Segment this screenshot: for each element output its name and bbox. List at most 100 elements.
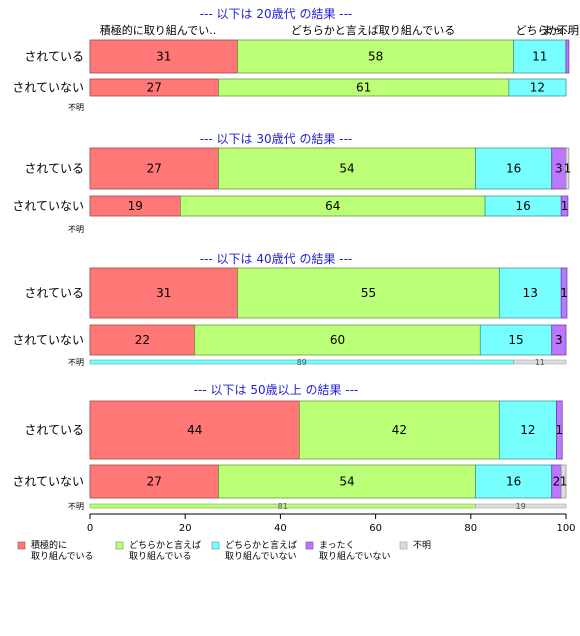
bar-segment [560,267,568,319]
row-label: されていない [12,81,84,95]
bar-segment [89,39,238,74]
category-label: どちらか.. [516,24,567,37]
data-label: 16 [506,162,521,176]
data-label: 3 [555,162,563,176]
x-tick-label: 0 [87,523,93,534]
legend-swatch [17,541,26,550]
data-label: 58 [368,50,383,64]
bar-segment [89,400,300,460]
group-title: --- 以下は 50歳以上 の結果 --- [194,383,359,397]
category-label: まっ.. [542,24,571,37]
data-label: 22 [135,333,150,347]
data-label: 64 [325,199,340,213]
group-title: --- 以下は 20歳代 の結果 --- [200,7,353,21]
data-label: 1 [561,199,569,213]
bar-segment [513,39,567,74]
data-label: 11 [532,50,547,64]
data-label: 1 [556,423,564,437]
bar-segment [89,267,238,319]
data-label: 27 [147,81,162,95]
data-label: 15 [508,333,523,347]
x-tick-label: 40 [274,523,287,534]
bar-segment-unknown [513,359,567,365]
bar-segment [218,464,476,499]
row-label: されている [24,423,84,437]
data-label-unknown: 19 [516,502,526,511]
data-label: 31 [156,286,171,300]
data-label: 61 [356,81,371,95]
legend-label: 取り組んでいない [225,550,297,562]
row-label-unknown: 不明 [68,225,84,234]
bar-segment [560,195,569,217]
x-tick-label: 60 [369,523,382,534]
legend-label: 積極的に [31,539,67,551]
bar-segment [498,400,557,460]
bar-segment [508,78,567,97]
data-label-unknown: 89 [297,358,307,367]
bar-segment [498,267,562,319]
bar-segment-unknown [475,503,567,509]
data-label: 1 [560,286,568,300]
data-label: 27 [147,475,162,489]
bar-segment [89,324,196,356]
data-label: 54 [339,475,354,489]
group-title: --- 以下は 30歳代 の結果 --- [200,132,353,146]
x-tick-label: 20 [179,523,192,534]
bar-segment [89,464,219,499]
bar-segment [299,400,500,460]
bar-segment [194,324,481,356]
bar-segment [560,464,567,499]
legend-label: まったく [319,540,355,551]
legend-label: どちらかと言えば [129,539,201,551]
legend-label: 取り組んでいない [319,550,391,562]
legend-swatch [305,541,314,550]
category-label: どちらかと言えば取り組んでいる [291,24,455,37]
bar-segment [475,147,553,190]
bar-segment [565,39,570,74]
x-tick-label: 80 [464,523,477,534]
data-label: 16 [516,199,531,213]
category-label: 不明 [557,24,579,37]
row-label: されている [24,50,84,64]
row-label-unknown: 不明 [68,103,84,112]
data-label: 42 [392,423,407,437]
data-label: 12 [520,423,535,437]
legend-swatch [399,541,408,550]
data-label: 19 [128,199,143,213]
legend-swatch [211,541,220,550]
legend-label: どちらかと言えば [225,539,297,551]
legend-label: 取り組んでいる [129,550,192,562]
bar-segment [218,147,476,190]
data-label-unknown: 11 [535,358,545,367]
row-label-unknown: 不明 [68,502,84,511]
row-label: されていない [12,199,84,213]
data-label-unknown: 81 [278,502,288,511]
data-label: 31 [156,50,171,64]
row-label: されていない [12,333,84,347]
data-label: 44 [187,423,202,437]
row-label: されていない [12,475,84,489]
data-label: 1 [564,162,572,176]
bar-segment [556,400,563,460]
bar-segment [479,324,553,356]
data-label: 12 [530,81,545,95]
data-label: 54 [339,162,354,176]
bar-segment [237,267,500,319]
data-label: 16 [506,475,521,489]
data-label: 3 [555,333,563,347]
x-tick-label: 100 [556,523,575,534]
data-label: 60 [330,333,345,347]
legend-label: 不明 [413,540,431,551]
bar-segment [475,464,553,499]
data-label: 55 [361,286,376,300]
row-label-unknown: 不明 [68,358,84,367]
data-label: 1 [560,475,568,489]
row-label: されている [24,162,84,176]
group-title: --- 以下は 40歳代 の結果 --- [200,252,353,266]
bar-segment [551,324,567,356]
category-label: 積極的に取り組んでい.. [100,23,216,37]
data-label: 27 [147,162,162,176]
data-label: 13 [523,286,538,300]
row-label: されている [24,286,84,300]
